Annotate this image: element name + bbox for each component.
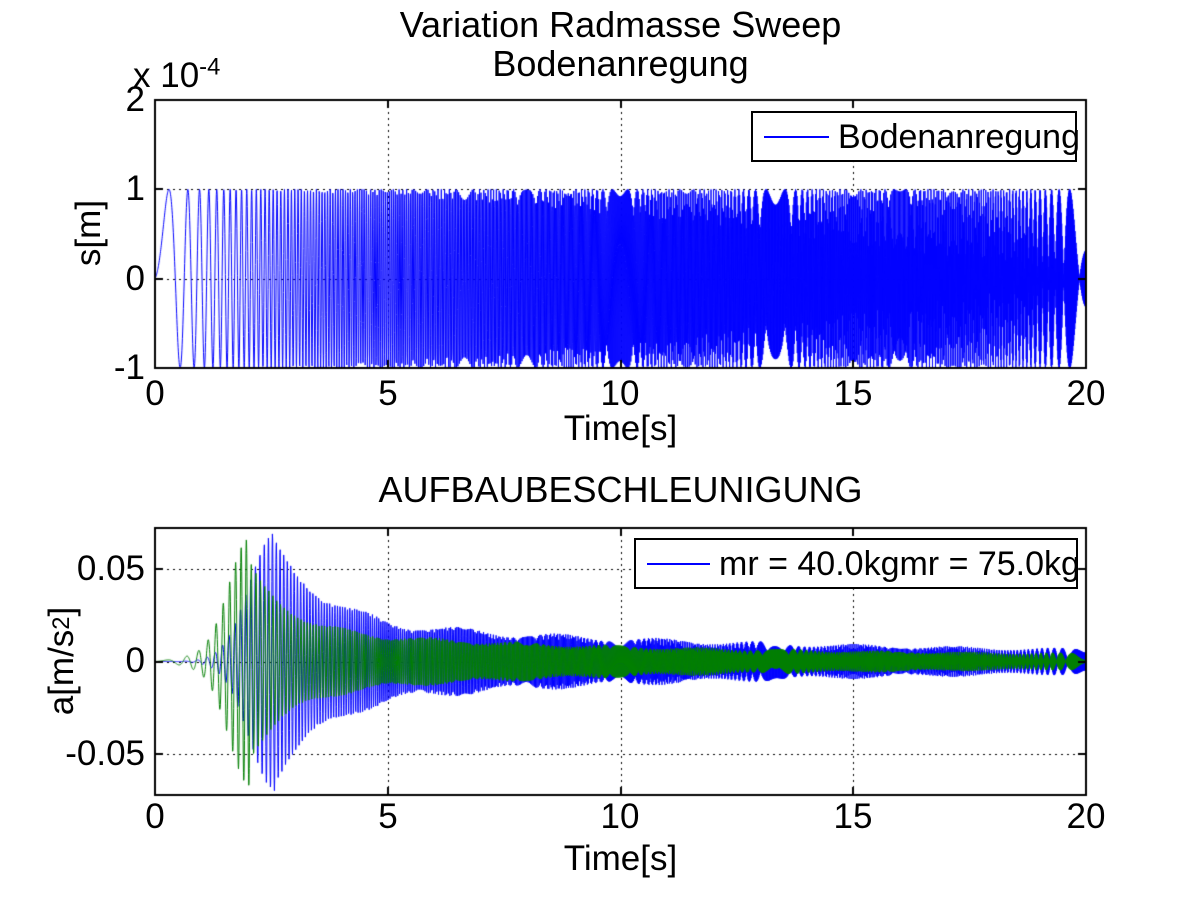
x-tick-label: 20 (1066, 797, 1106, 836)
x-tick-label: 5 (378, 374, 398, 413)
y-tick-label: -1 (113, 348, 145, 387)
legend-line-sample (764, 135, 829, 138)
x-tick-label: 10 (600, 374, 640, 413)
y-tick-label: 1 (125, 169, 145, 208)
legend-top: Bodenanregung (751, 111, 1081, 162)
y-axis-label-bottom: a[m/s 2] (42, 606, 81, 716)
y-tick-label: -0.05 (65, 734, 145, 773)
y-tick-label: 0 (125, 641, 145, 680)
title-line-2: Bodenanregung (492, 43, 749, 84)
x-tick-label: 0 (145, 374, 165, 413)
x-axis-label-top: Time[s] (563, 409, 678, 448)
y-tick-label: 0.05 (76, 549, 145, 588)
x-tick-label: 15 (833, 374, 873, 413)
legend-bottom: mr = 40.0kgmr = 75.0kg (634, 538, 1080, 589)
y-tick-label: 0 (125, 259, 145, 298)
y-axis-scale-base: x 10 (133, 56, 200, 95)
y-axis-scale-exponent: -4 (199, 53, 221, 81)
y-axis-label-bottom-pre: a[m/s (42, 629, 81, 716)
y-axis-label-top-text: s[m] (69, 199, 108, 267)
legend-line-sample (647, 562, 710, 565)
x-tick-label: 0 (145, 797, 165, 836)
legend-entry-label: mr = 40.0kgmr = 75.0kg (719, 544, 1080, 583)
x-axis-label-bottom: Time[s] (563, 839, 678, 878)
x-tick-label: 15 (833, 797, 873, 836)
x-tick-label: 5 (378, 797, 398, 836)
x-tick-label: 20 (1066, 374, 1106, 413)
bottom-title: AUFBAUBESCHLEUNIGUNG (378, 469, 863, 510)
y-axis-scale-label: x 10-4 (133, 55, 220, 95)
x-tick-label: 10 (600, 797, 640, 836)
y-axis-label-top: s[m] (69, 133, 109, 333)
y-tick-label: 2 (125, 80, 145, 119)
y-axis-label-bottom-post: ] (42, 606, 81, 617)
title-line-1: Variation Radmasse Sweep (399, 4, 842, 45)
legend-entry-label: Bodenanregung (838, 117, 1081, 156)
